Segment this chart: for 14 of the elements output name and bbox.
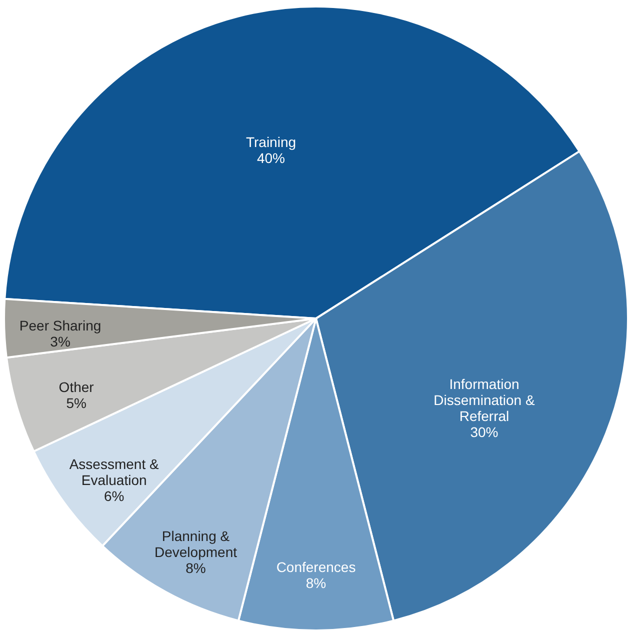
data-label: 30% — [470, 424, 498, 440]
data-label: 8% — [186, 560, 206, 576]
data-label: 3% — [50, 334, 70, 350]
data-label: 8% — [306, 575, 326, 592]
data-label: 5% — [66, 395, 86, 412]
data-label: 6% — [104, 488, 124, 504]
slice-label: Peer Sharing — [19, 318, 102, 334]
slice-label: Information Dissemination & Referral — [434, 376, 536, 424]
slice-label: Conferences — [276, 559, 356, 576]
slice-label: Planning & Development — [154, 528, 238, 560]
slice-label: Assessment & Evaluation — [69, 456, 160, 488]
slice-label: Training — [246, 134, 296, 150]
slice-label: Other — [58, 379, 94, 396]
data-label: 40% — [256, 150, 286, 166]
